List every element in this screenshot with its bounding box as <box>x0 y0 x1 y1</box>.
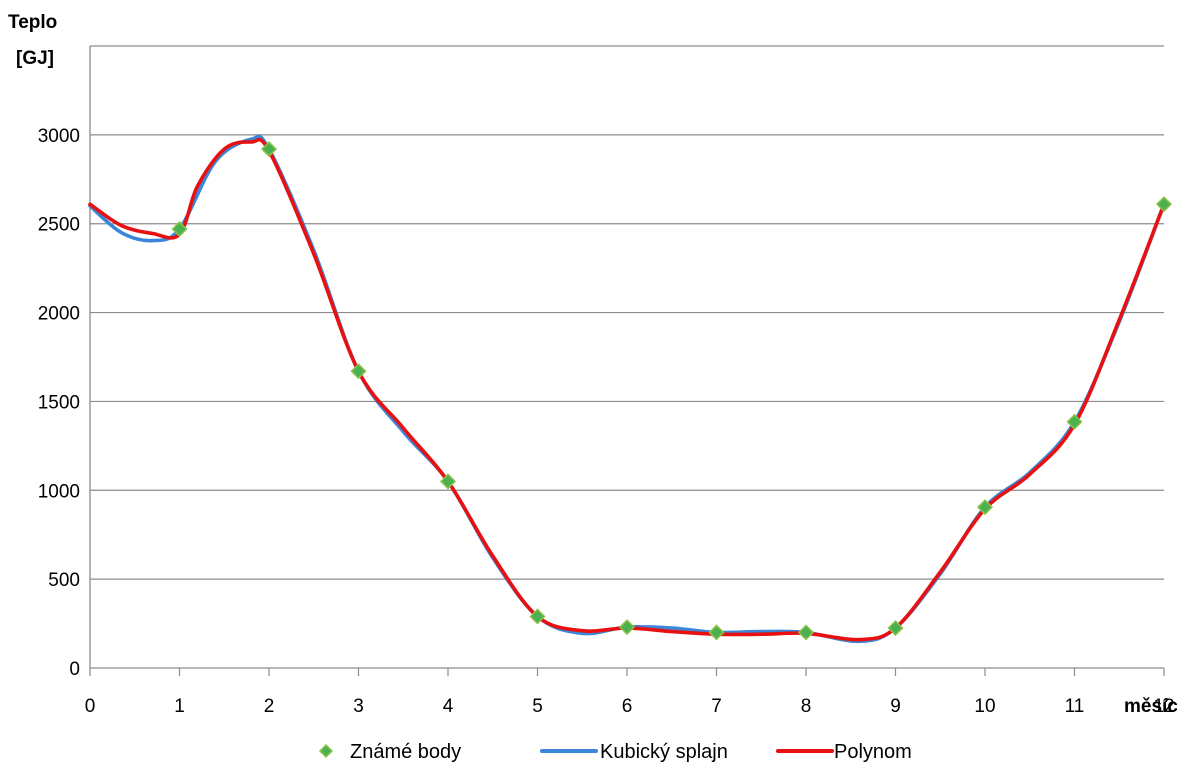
data-point <box>260 141 278 158</box>
x-tick-label: 6 <box>622 696 633 717</box>
axes <box>89 46 1165 676</box>
data-point <box>439 473 457 490</box>
data-point <box>350 363 367 380</box>
y-tick-label: 3000 <box>38 126 80 147</box>
data-point <box>171 220 188 238</box>
data-point <box>529 608 546 625</box>
x-tick-label: 10 <box>974 696 995 717</box>
legend-label: Známé body <box>350 741 461 763</box>
legend-label: Kubický splajn <box>600 741 728 763</box>
x-tick-label: 11 <box>1065 696 1085 717</box>
y-axis-title-line1: Teplo <box>8 12 57 33</box>
x-tick-label: 3 <box>353 696 364 717</box>
x-axis-title: měsíc <box>1124 696 1178 717</box>
x-tick-label: 2 <box>264 696 275 717</box>
series-line-kubický-splajn <box>88 134 1166 644</box>
y-tick-label: 1500 <box>38 392 80 413</box>
data-point <box>1155 196 1173 213</box>
x-tick-label: 5 <box>532 696 543 717</box>
y-tick-label: 500 <box>48 570 80 591</box>
y-tick-label: 2500 <box>38 215 80 236</box>
x-tick-label: 4 <box>443 696 454 717</box>
data-point <box>1066 413 1083 430</box>
data-point <box>708 624 725 641</box>
y-tick-label: 0 <box>69 659 80 680</box>
x-tick-label: 0 <box>85 696 96 717</box>
x-tick-label: 12 <box>1153 696 1174 717</box>
series-layer <box>88 134 1173 644</box>
data-point <box>797 624 815 641</box>
x-tick-label: 1 <box>174 696 185 717</box>
legend-marker <box>318 743 334 759</box>
grid <box>90 45 1164 580</box>
data-point <box>976 499 994 516</box>
series-line-polynom <box>88 137 1166 642</box>
y-tick-label: 2000 <box>38 304 80 325</box>
x-tick-label: 8 <box>801 696 812 717</box>
data-point <box>618 619 636 636</box>
legend-label: Polynom <box>834 741 912 763</box>
y-axis-title-line2: [GJ] <box>16 48 54 69</box>
x-tick-label: 7 <box>711 696 722 717</box>
data-point <box>887 619 904 637</box>
x-tick-label: 9 <box>890 696 901 717</box>
legend: Známé body Kubický splajn Polynom <box>318 741 912 763</box>
y-tick-label: 1000 <box>38 481 80 502</box>
